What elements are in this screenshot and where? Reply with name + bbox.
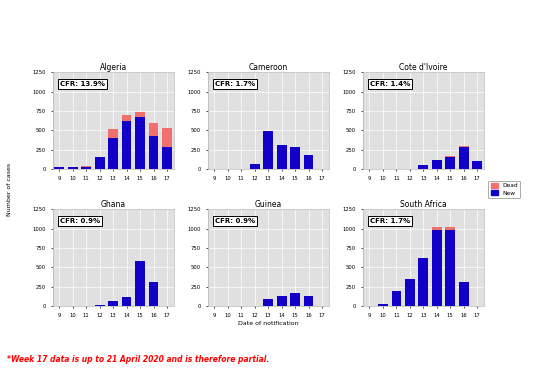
Bar xyxy=(432,160,442,169)
Bar xyxy=(419,165,428,169)
Text: CFR: 1.7%: CFR: 1.7% xyxy=(370,218,410,224)
Bar xyxy=(459,147,468,169)
Bar xyxy=(122,297,132,306)
Bar xyxy=(68,167,77,169)
Bar xyxy=(405,279,415,306)
Text: *Week 17 data is up to 21 April 2020 and is therefore partial.: *Week 17 data is up to 21 April 2020 and… xyxy=(7,355,269,364)
Text: Courbes épidémiques de l'augmentation de COVID-19 en Algérie, au Burkina: Courbes épidémiques de l'augmentation de… xyxy=(67,16,447,26)
Bar xyxy=(149,137,158,169)
Bar xyxy=(378,304,388,306)
Text: Faso, au Cameroun, en Côte d'Ivoire, au Ghana et en Afrique du Sud, 25 février -: Faso, au Cameroun, en Côte d'Ivoire, au … xyxy=(7,52,468,63)
Text: CFR: 0.9%: CFR: 0.9% xyxy=(215,218,255,224)
Text: Graphique 3.: Graphique 3. xyxy=(7,16,83,26)
Bar xyxy=(304,296,314,306)
Bar xyxy=(162,147,172,169)
Bar xyxy=(237,168,246,169)
Bar xyxy=(277,145,286,169)
Bar xyxy=(445,227,455,230)
Bar xyxy=(445,230,455,306)
Bar xyxy=(419,258,428,306)
Bar xyxy=(162,128,172,147)
Bar xyxy=(445,156,455,157)
Text: CFR: 13.9%: CFR: 13.9% xyxy=(60,81,105,87)
Bar xyxy=(81,166,91,167)
Title: South Africa: South Africa xyxy=(400,200,447,209)
Text: Number of cases: Number of cases xyxy=(7,162,13,216)
Bar xyxy=(108,129,118,138)
Text: CFR: 0.9%: CFR: 0.9% xyxy=(60,218,100,224)
Bar xyxy=(149,123,158,137)
Bar xyxy=(95,157,105,169)
Bar xyxy=(304,155,314,169)
X-axis label: Date of notification: Date of notification xyxy=(238,321,299,326)
Bar xyxy=(459,146,468,147)
Bar xyxy=(81,167,91,169)
Legend: Dead, New: Dead, New xyxy=(488,181,520,198)
Bar xyxy=(472,161,482,169)
Title: Guinea: Guinea xyxy=(254,200,282,209)
Bar xyxy=(135,112,145,117)
Bar xyxy=(135,117,145,169)
Text: CFR: 1.7%: CFR: 1.7% xyxy=(215,81,255,87)
Bar xyxy=(135,261,145,306)
Title: Cameroon: Cameroon xyxy=(249,63,288,72)
Title: Cote d'Ivoire: Cote d'Ivoire xyxy=(399,63,447,72)
Bar xyxy=(122,121,132,169)
Bar xyxy=(277,296,286,306)
Bar xyxy=(250,164,259,169)
Bar xyxy=(149,282,158,306)
Bar xyxy=(122,115,132,121)
Bar xyxy=(54,167,64,169)
Bar xyxy=(432,230,442,306)
Bar xyxy=(432,227,442,230)
Bar xyxy=(445,157,455,169)
Bar xyxy=(108,138,118,169)
Title: Ghana: Ghana xyxy=(101,200,126,209)
Text: CFR: 1.4%: CFR: 1.4% xyxy=(370,81,410,87)
Bar xyxy=(108,301,118,306)
Title: Algeria: Algeria xyxy=(100,63,127,72)
Bar xyxy=(95,305,105,306)
Bar xyxy=(459,282,468,306)
Bar xyxy=(290,147,300,169)
Bar xyxy=(290,293,300,306)
Bar xyxy=(263,299,273,306)
Bar xyxy=(405,168,415,169)
Bar xyxy=(263,131,273,169)
Bar xyxy=(392,290,401,306)
